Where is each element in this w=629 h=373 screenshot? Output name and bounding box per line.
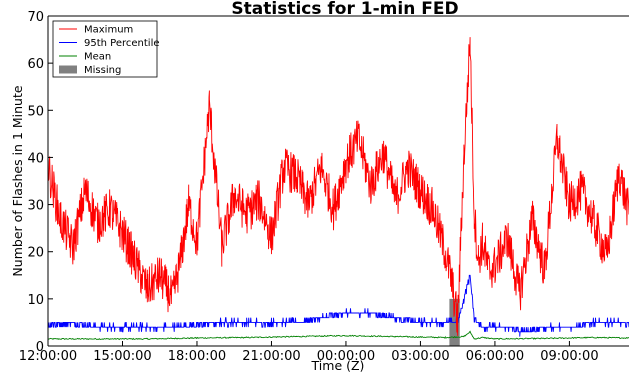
y-tick-label: 70 [27, 10, 44, 25]
x-tick-label: 18:00:00 [168, 349, 226, 364]
plot-area: 0 10 20 30 40 50 60 70 12:00:00 15:00:00 18:00:00 2… [19, 10, 629, 364]
y-tick-label: 50 [27, 104, 44, 119]
y-tick-label: 30 [27, 199, 44, 214]
y-tick-label: 60 [27, 57, 44, 72]
x-tick-label: 15:00:00 [93, 349, 151, 364]
legend-label-mean: Mean [84, 52, 111, 63]
chart-title: Statistics for 1-min FED [231, 0, 458, 19]
x-tick-label: 00:00:00 [317, 349, 375, 364]
legend-label-missing: Missing [84, 65, 121, 76]
x-tick-label: 03:00:00 [391, 349, 449, 364]
legend-swatch-missing [59, 65, 77, 74]
x-tick-label: 21:00:00 [242, 349, 300, 364]
x-axis-label: Time (Z) [311, 358, 365, 373]
y-tick-label: 0 [36, 340, 44, 355]
x-tick-label: 06:00:00 [466, 349, 524, 364]
series-line-mean [47, 330, 629, 341]
x-tick-label: 09:00:00 [540, 349, 598, 364]
y-tick-label: 40 [27, 151, 44, 166]
x-tick-label: 12:00:00 [19, 349, 77, 364]
legend-label-maximum: Maximum [84, 25, 133, 36]
y-tick-label: 20 [27, 246, 44, 261]
series-line-95th-percentile [47, 274, 629, 337]
legend-label-95th-percentile: 95th Percentile [84, 38, 160, 49]
y-tick-label: 10 [27, 293, 44, 308]
series-line-maximum [47, 37, 629, 336]
legend: Maximum 95th Percentile Mean Missing [52, 20, 160, 78]
y-axis-label: Number of Flashes in 1 Minute [10, 85, 25, 276]
